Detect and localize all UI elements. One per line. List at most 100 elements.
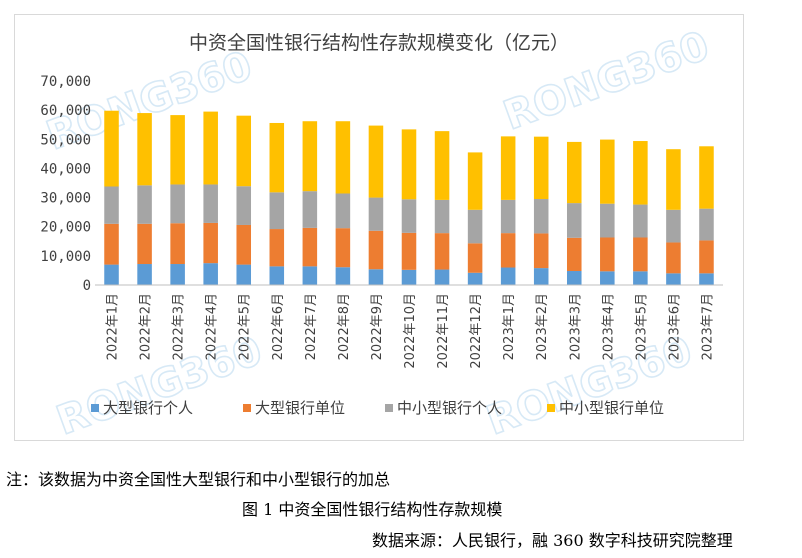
bar-segment-3 [699,208,714,241]
legend-label: 中小型银行单位 [559,399,664,417]
bar-segment-1 [368,269,384,285]
bar-segment-1 [203,263,218,285]
bar-segment-2 [500,233,516,268]
x-tick-label: 2022年10月 [403,293,418,369]
bar-segment-2 [666,242,681,274]
bar-segment-4 [699,146,714,209]
bar-segment-1 [302,266,318,285]
bar-segment-2 [434,233,450,270]
bar-segment-4 [500,136,516,200]
bar-segment-2 [236,224,252,265]
bar-segment-4 [566,141,582,204]
y-tick-label: 60,000 [40,103,91,119]
bar-segment-1 [269,266,285,285]
bar-segment-3 [335,193,351,229]
watermark-text: RONG360 [51,328,268,440]
bar-segment-2 [600,237,615,272]
bar-segment-4 [533,136,549,200]
x-tick-label: 2022年6月 [271,293,286,360]
bar-segment-2 [566,237,582,272]
bar-segment-2 [699,240,714,274]
y-tick-label: 70,000 [40,74,91,90]
legend-label: 大型银行个人 [103,399,193,417]
bar-segment-4 [269,122,285,193]
x-tick-label: 2023年1月 [502,293,517,360]
bar-segment-3 [203,184,218,223]
bar-segment-4 [633,141,648,205]
bar-segment-2 [368,230,384,270]
bar-segment-3 [500,199,516,234]
legend-label: 中小型银行个人 [397,399,502,417]
chart-panel: RONG360 RONG360 RONG360 RONG360 中资全国性银行结构性存… [14,14,744,441]
bar-segment-2 [269,229,285,267]
x-tick-label: 2023年5月 [634,293,649,360]
bar-segment-3 [633,204,648,238]
source-line: 数据来源：人民银行，融 360 数字科技研究院整理 [372,531,733,550]
bar-segment-3 [137,185,152,224]
y-tick-label: 0 [83,278,91,294]
bar-segment-3 [170,184,185,224]
bar-segment-3 [104,186,119,224]
bar-segment-1 [401,269,417,285]
bar-segment-2 [401,232,417,270]
y-tick-label: 50,000 [40,132,91,148]
bar-segment-4 [335,121,351,194]
bar-segment-4 [401,129,417,200]
bar-segment-3 [236,186,252,225]
legend-swatch [385,404,393,412]
bar-segment-4 [666,149,681,210]
x-tick-label: 2023年2月 [535,293,550,360]
x-tick-label: 2022年5月 [238,293,253,360]
bar-segment-3 [600,203,615,238]
bar-segment-4 [368,125,384,198]
legend-label: 大型银行单位 [255,399,345,417]
chart-title: 中资全国性银行结构性存款规模变化（亿元） [189,32,569,54]
bar-segment-4 [600,139,615,204]
legend-swatch [91,404,99,412]
x-tick-label: 2023年4月 [601,293,616,360]
bar-segment-4 [236,115,252,187]
bar-segment-3 [302,191,318,228]
bar-segment-3 [434,199,450,234]
bar-segment-3 [269,192,285,230]
bar-segment-4 [434,131,450,200]
x-axis: 2022年1月 2022年2月 2022年3月 2022年4月 2022年5月 2022年… [106,293,716,369]
bar-segment-1 [666,273,681,285]
x-tick-label: 2022年9月 [370,293,385,360]
legend-swatch [547,404,555,412]
bar-segment-3 [368,197,384,231]
x-tick-label: 2022年8月 [337,293,352,360]
bar-segment-1 [104,264,119,285]
y-tick-label: 40,000 [40,161,91,177]
bar-segment-2 [137,223,152,265]
legend: 大型银行个人 大型银行单位 中小型银行个人 中小型银行单位 [91,399,664,417]
bar-segment-4 [137,113,152,186]
bar-segment-1 [699,273,714,285]
bar-segment-2 [335,228,351,268]
bar-segment-2 [633,237,648,272]
footnote: 注：该数据为中资全国性大型银行和中小型银行的加总 [6,470,391,489]
bar-segment-1 [566,271,582,285]
bar-segment-4 [170,115,185,185]
y-tick-label: 30,000 [40,191,91,207]
x-tick-label: 2023年7月 [700,293,715,360]
y-axis: 0 10,000 20,000 30,000 40,000 50,000 60,000 70,… [40,74,91,294]
x-tick-label: 2023年3月 [568,293,583,360]
bar-segment-3 [467,209,483,244]
x-tick-label: 2022年11月 [436,293,451,369]
x-tick-label: 2023年6月 [667,293,682,360]
bar-segment-2 [533,233,549,269]
bar-segment-2 [302,227,318,267]
bar-segment-1 [533,268,549,285]
bar-segment-3 [401,199,417,233]
x-tick-label: 2022年2月 [139,293,154,360]
x-tick-label: 2022年7月 [304,293,319,360]
bar-segment-4 [203,111,218,185]
bar-segment-1 [500,267,516,285]
y-tick-label: 20,000 [40,220,91,236]
bars-group [104,110,714,285]
y-tick-label: 10,000 [40,249,91,265]
bar-segment-4 [467,152,483,210]
legend-swatch [243,404,251,412]
